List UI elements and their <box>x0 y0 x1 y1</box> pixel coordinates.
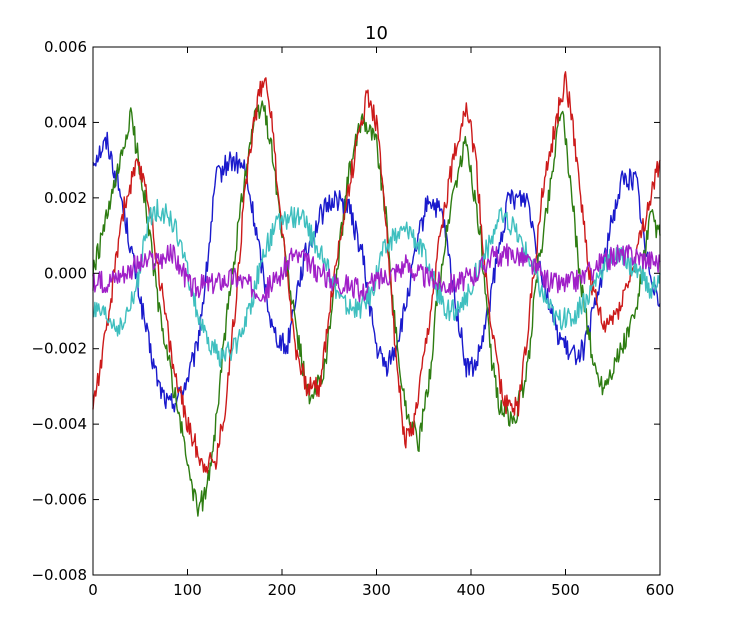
y-tick-label: −0.004 <box>31 415 87 433</box>
y-tick-label: 0.000 <box>44 264 87 282</box>
x-tick-label: 500 <box>551 581 580 599</box>
series-layer <box>92 71 661 517</box>
y-axis: −0.008 −0.006 −0.004 −0.002 0.000 0.002 0.004 0… <box>31 38 660 584</box>
y-tick-label: 0.006 <box>44 38 87 56</box>
x-tick-label: 400 <box>457 581 486 599</box>
chart-title: 10 <box>365 23 388 44</box>
series-line-5 <box>92 243 661 303</box>
y-tick-label: 0.002 <box>44 189 87 207</box>
x-tick-label: 600 <box>646 581 675 599</box>
series-line-3 <box>92 71 661 474</box>
series-line-4 <box>92 198 661 368</box>
y-tick-label: −0.006 <box>31 491 87 509</box>
x-tick-label: 100 <box>173 581 202 599</box>
x-tick-label: 0 <box>88 581 98 599</box>
y-tick-label: 0.004 <box>44 113 87 131</box>
y-tick-label: −0.002 <box>31 340 87 358</box>
y-tick-label: −0.008 <box>31 566 87 584</box>
series-line-1 <box>92 131 661 413</box>
x-tick-label: 300 <box>362 581 391 599</box>
x-tick-label: 200 <box>268 581 297 599</box>
series-line-2 <box>92 100 661 517</box>
x-axis: 0 100 200 300 400 500 600 <box>88 47 674 599</box>
